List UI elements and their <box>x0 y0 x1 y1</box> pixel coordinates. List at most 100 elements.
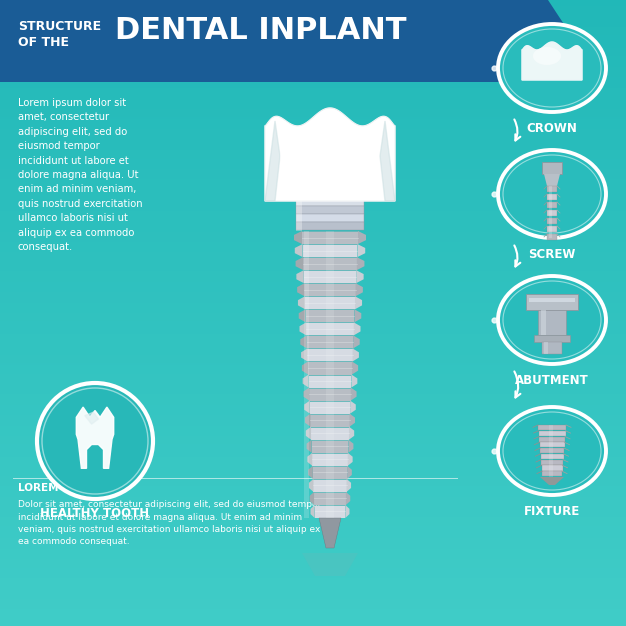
Bar <box>305 297 355 309</box>
Bar <box>0 294 626 296</box>
Bar <box>0 177 626 180</box>
Bar <box>0 430 626 432</box>
Bar <box>296 222 364 230</box>
Text: LOREM IPSUM: LOREM IPSUM <box>18 483 100 493</box>
Bar <box>0 551 626 553</box>
Ellipse shape <box>280 128 360 183</box>
Bar <box>0 38 626 39</box>
Bar <box>0 390 626 393</box>
Bar <box>0 509 626 511</box>
Bar <box>0 165 626 167</box>
Bar <box>0 565 626 568</box>
Bar <box>0 44 626 46</box>
Bar <box>0 36 626 38</box>
Bar <box>542 342 562 354</box>
Polygon shape <box>346 492 351 505</box>
Bar <box>0 131 626 133</box>
Bar <box>0 352 626 355</box>
Polygon shape <box>540 477 564 485</box>
Polygon shape <box>347 466 352 479</box>
Bar <box>313 467 347 479</box>
Bar <box>0 155 626 156</box>
Polygon shape <box>355 296 362 309</box>
Bar <box>0 324 626 326</box>
Polygon shape <box>85 412 98 424</box>
Bar <box>538 425 566 430</box>
Bar <box>306 324 354 336</box>
Bar <box>0 549 626 551</box>
Polygon shape <box>319 518 341 548</box>
Bar <box>296 214 364 222</box>
Polygon shape <box>302 361 308 374</box>
Bar <box>0 255 626 257</box>
Bar <box>0 80 626 81</box>
Polygon shape <box>298 296 305 309</box>
Bar <box>0 470 626 471</box>
Bar <box>544 342 548 354</box>
Bar <box>0 568 626 570</box>
Bar <box>0 163 626 165</box>
Bar <box>0 173 626 175</box>
Bar <box>0 21 626 23</box>
Bar <box>0 182 626 183</box>
Bar <box>0 111 626 113</box>
Bar <box>0 140 626 142</box>
Bar <box>0 17 626 19</box>
Bar <box>0 307 626 309</box>
Bar <box>0 288 626 290</box>
Bar <box>0 624 626 626</box>
Bar <box>0 200 626 202</box>
Bar <box>307 336 353 349</box>
Polygon shape <box>296 270 304 283</box>
Bar <box>0 219 626 221</box>
Polygon shape <box>358 231 366 244</box>
Bar <box>0 436 626 438</box>
Bar <box>0 588 626 590</box>
Polygon shape <box>307 439 312 453</box>
Bar <box>0 61 626 63</box>
Bar <box>0 413 626 415</box>
Bar <box>0 540 626 543</box>
Bar <box>549 186 552 238</box>
Bar <box>0 340 626 342</box>
Bar <box>0 208 626 211</box>
Bar <box>0 578 626 580</box>
Bar <box>0 418 626 419</box>
Bar <box>0 19 626 21</box>
Bar <box>0 242 626 244</box>
Polygon shape <box>308 466 313 479</box>
Bar <box>0 426 626 428</box>
Bar <box>0 597 626 599</box>
Bar <box>0 69 626 71</box>
Bar <box>0 357 626 359</box>
Bar <box>0 468 626 470</box>
Bar <box>0 601 626 603</box>
Bar <box>0 275 626 277</box>
Bar <box>0 207 626 208</box>
Bar <box>0 488 626 490</box>
Bar <box>542 162 562 174</box>
Bar <box>0 230 626 232</box>
Ellipse shape <box>498 24 606 112</box>
Bar <box>0 52 626 54</box>
Bar <box>0 246 626 249</box>
Bar <box>0 31 626 33</box>
Polygon shape <box>354 309 361 322</box>
Bar <box>0 471 626 474</box>
Bar <box>0 83 626 86</box>
Bar <box>326 231 334 518</box>
Bar <box>0 261 626 263</box>
Bar <box>0 449 626 451</box>
Bar <box>0 127 626 130</box>
Bar <box>0 236 626 238</box>
Polygon shape <box>351 387 357 401</box>
Bar <box>0 355 626 357</box>
Bar <box>0 296 626 299</box>
Bar <box>542 471 562 476</box>
Bar <box>526 294 578 310</box>
Bar <box>0 125 626 127</box>
Bar <box>0 196 626 198</box>
Bar <box>0 158 626 161</box>
Bar <box>0 152 626 155</box>
Bar <box>0 130 626 131</box>
